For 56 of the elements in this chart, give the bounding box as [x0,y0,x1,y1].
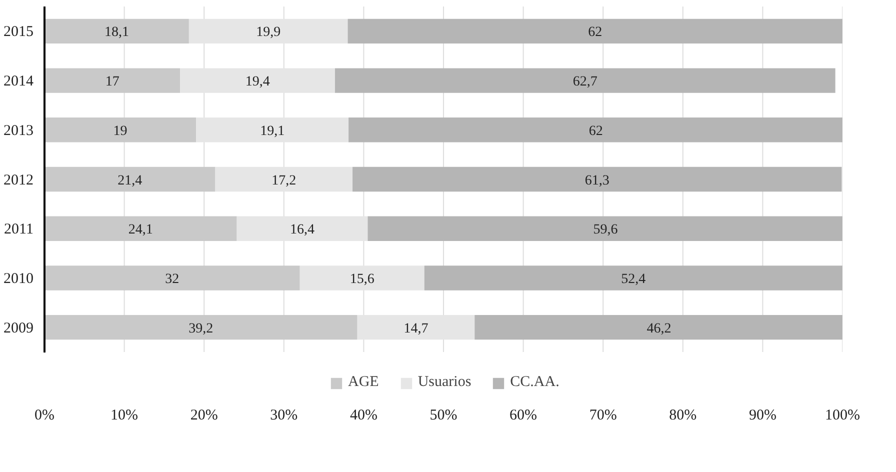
data-label: 17 [105,74,120,90]
data-label: 52,4 [621,272,646,287]
bar [424,266,842,290]
data-label: 32 [165,272,180,287]
data-label: 39,2 [188,321,214,336]
data-label: 16,4 [290,222,315,238]
data-label: 62,7 [572,74,598,90]
bar [44,266,300,290]
data-label: 14,7 [404,321,428,336]
data-label: 19 [113,124,128,139]
legend-label: AGE [348,374,379,391]
data-label: 61,3 [584,173,610,188]
data-label: 62 [588,124,603,139]
bar [44,68,180,93]
data-label: 46,2 [646,321,672,336]
y-tick-label: 2014 [4,74,34,90]
bar [474,314,842,340]
data-label: 59,6 [593,222,618,238]
data-label: 15,6 [350,272,374,287]
x-tick-label: 30% [270,408,298,424]
y-tick-label: 2013 [4,122,34,139]
data-label: 19,4 [245,74,270,90]
bar [44,18,189,44]
x-tick-label: 70% [589,408,617,424]
bar [44,166,216,192]
x-tick-label: 40% [350,408,378,424]
x-tick-label: 60% [510,408,538,424]
y-tick-label: 2009 [4,320,34,336]
data-label: 21,4 [118,173,142,188]
bar [348,18,842,44]
bar [44,118,196,142]
x-tick-label: 90% [748,408,776,424]
bar [348,118,842,142]
y-tick-label: 2012 [4,172,34,188]
x-tick-label: 0% [34,408,54,424]
y-tick-label: 2015 [4,24,34,40]
data-label: 18,1 [104,25,129,40]
x-tick-label: 10% [110,408,138,424]
data-label: 19,1 [260,124,285,139]
legend-label: Usuarios [418,374,472,391]
data-label: 17,2 [272,173,296,188]
legend-label: CC.AA. [510,374,560,391]
bar [44,314,358,340]
bar [368,216,842,241]
y-tick-label: 2011 [4,222,34,238]
bar [352,166,842,192]
y-tick-label: 2010 [4,270,34,287]
data-label: 24,1 [128,222,153,238]
data-label: 19,9 [256,25,281,40]
data-label: 62 [588,25,602,40]
x-tick-label: 20% [190,408,218,424]
x-tick-label: 80% [669,408,697,424]
bar [334,68,836,93]
bar [44,216,237,241]
x-tick-label: 100% [825,408,860,424]
x-tick-label: 50% [430,408,458,424]
